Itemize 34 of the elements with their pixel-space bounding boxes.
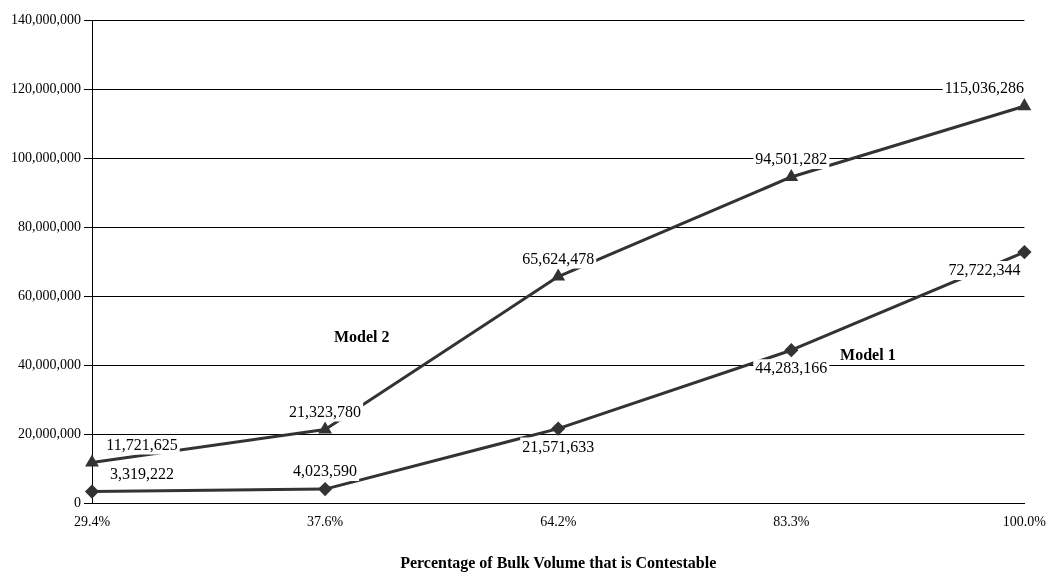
- data-label: 21,571,633: [522, 437, 595, 455]
- data-label: 4,023,590: [293, 462, 358, 480]
- point: [319, 422, 331, 434]
- text: Model 2: [333, 328, 390, 346]
- data-label: 21,323,780: [289, 402, 362, 420]
- data-label: 94,501,282: [755, 150, 828, 168]
- data-label: 44,283,166: [755, 359, 828, 377]
- y-tick-label: 40,000,000: [18, 356, 81, 372]
- series-label: Model 1: [840, 346, 896, 364]
- y-tick-label: 80,000,000: [18, 218, 81, 234]
- y-tick-label: 100,000,000: [11, 149, 81, 165]
- y-tick-label: 0: [74, 494, 81, 510]
- data-label: 72,722,344: [948, 261, 1021, 279]
- x-tick-label: 29.4%: [73, 514, 111, 530]
- x-axis-title: Percentage of Bulk Volume that is Contestable: [400, 553, 717, 572]
- data-label: 11,721,625: [106, 435, 178, 453]
- point: [318, 482, 332, 496]
- data-label: 3,319,222: [110, 464, 174, 482]
- point: [785, 170, 798, 181]
- data-label: 65,624,478: [522, 249, 595, 267]
- x-tick-label: 100.0%: [1002, 514, 1047, 530]
- point: [551, 422, 565, 436]
- point: [85, 485, 99, 499]
- point: [1018, 99, 1031, 111]
- point: [1017, 245, 1031, 259]
- x-tick-label: 64.2%: [540, 514, 577, 530]
- y-tick-label: 120,000,000: [11, 80, 81, 96]
- y-tick-label: 60,000,000: [18, 287, 81, 303]
- point: [784, 343, 798, 357]
- y-tick-label: 20,000,000: [18, 425, 81, 441]
- x-tick-label: 37.6%: [307, 514, 344, 530]
- x-tick-label: 83.3%: [773, 514, 810, 530]
- y-tick-label: 140,000,000: [11, 11, 81, 27]
- data-label: 115,036,286: [944, 79, 1025, 97]
